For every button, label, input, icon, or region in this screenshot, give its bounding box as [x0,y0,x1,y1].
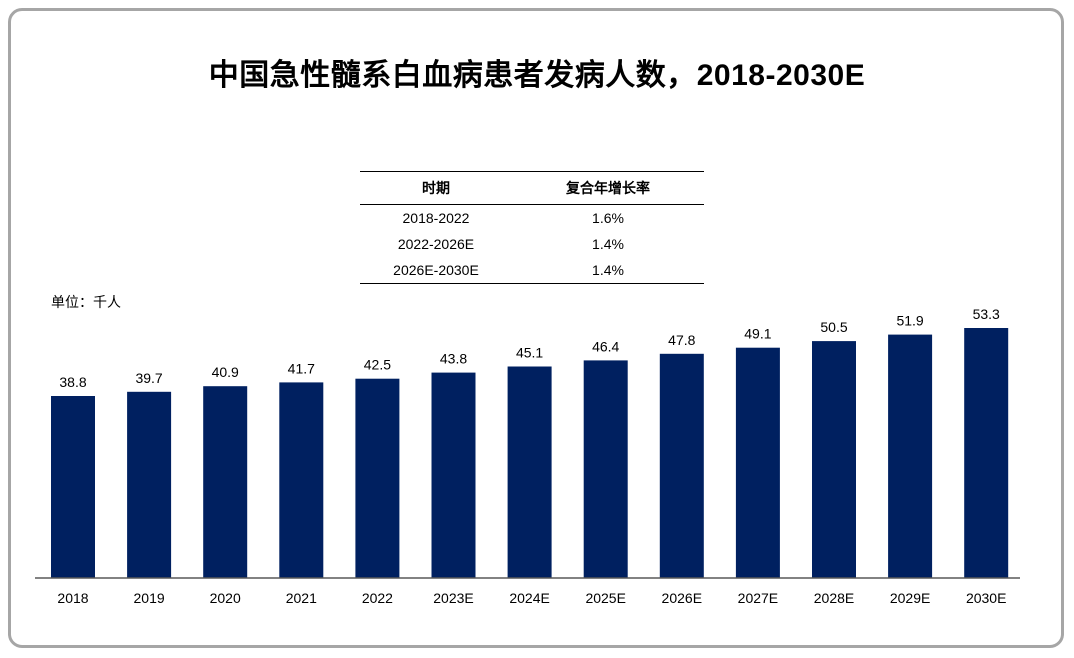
x-tick-label: 2030E [966,590,1006,606]
cagr-period-cell: 2026E-2030E [360,257,512,284]
chart-title: 中国急性髓系白血病患者发病人数，2018-2030E [208,59,866,92]
x-tick-label: 2025E [585,590,625,606]
data-label: 42.5 [364,357,391,373]
bar [127,391,172,578]
data-label: 47.8 [668,332,695,348]
bar [812,341,856,578]
bar [659,353,704,578]
cagr-rate-cell: 1.6% [592,210,624,226]
bar [51,396,95,578]
cagr-period-cell: 2022-2026E [397,236,475,252]
data-label: 45.1 [516,345,543,361]
cagr-header-rate: 复合年增长率 [512,171,704,205]
data-label: 38.8 [59,374,86,390]
bar [888,334,933,578]
x-tick-label: 2027E [738,590,778,606]
data-label: 51.9 [896,313,923,329]
cagr-period-cell: 2018-2022 [402,210,470,226]
bar [735,347,780,578]
data-label: 39.7 [135,370,162,386]
data-label: 40.9 [212,364,239,380]
cagr-table-row: 2018-2022 1.6% [360,205,704,232]
bar [279,382,324,578]
cagr-rate-cell: 1.4% [592,236,624,252]
unit-label: 单位：千人 [51,294,121,310]
data-label: 49.1 [744,326,771,342]
x-tick-label: 2028E [814,590,854,606]
bar [964,328,1009,578]
x-tick-label: 2024E [509,590,549,606]
x-tick-label: 2018 [57,590,88,606]
cagr-header-period: 时期 [360,171,512,205]
x-tick-label: 2026E [662,590,702,606]
x-tick-label: 2023E [433,590,473,606]
data-label: 46.4 [592,338,619,354]
cagr-table-row: 2022-2026E 1.4% [360,231,704,257]
bar [431,372,476,578]
x-tick-label: 2021 [286,590,317,606]
data-label: 41.7 [288,360,315,376]
x-tick-label: 2022 [362,590,393,606]
cagr-rate-cell: 1.4% [512,257,704,284]
x-tick-label: 2029E [890,590,930,606]
bar [507,366,552,578]
cagr-table: 时期 复合年增长率 2018-2022 1.6% 2022-2026E 1.4%… [360,171,704,284]
data-label: 50.5 [820,319,847,335]
bar [355,378,400,578]
bar [203,386,248,578]
bar [583,360,628,578]
x-tick-label: 2020 [210,590,241,606]
cagr-table-header-row: 时期 复合年增长率 [360,171,704,205]
cagr-table-row: 2026E-2030E 1.4% [360,257,704,284]
data-label: 43.8 [440,351,467,367]
data-label: 53.3 [973,306,1000,322]
x-tick-label: 2019 [134,590,165,606]
